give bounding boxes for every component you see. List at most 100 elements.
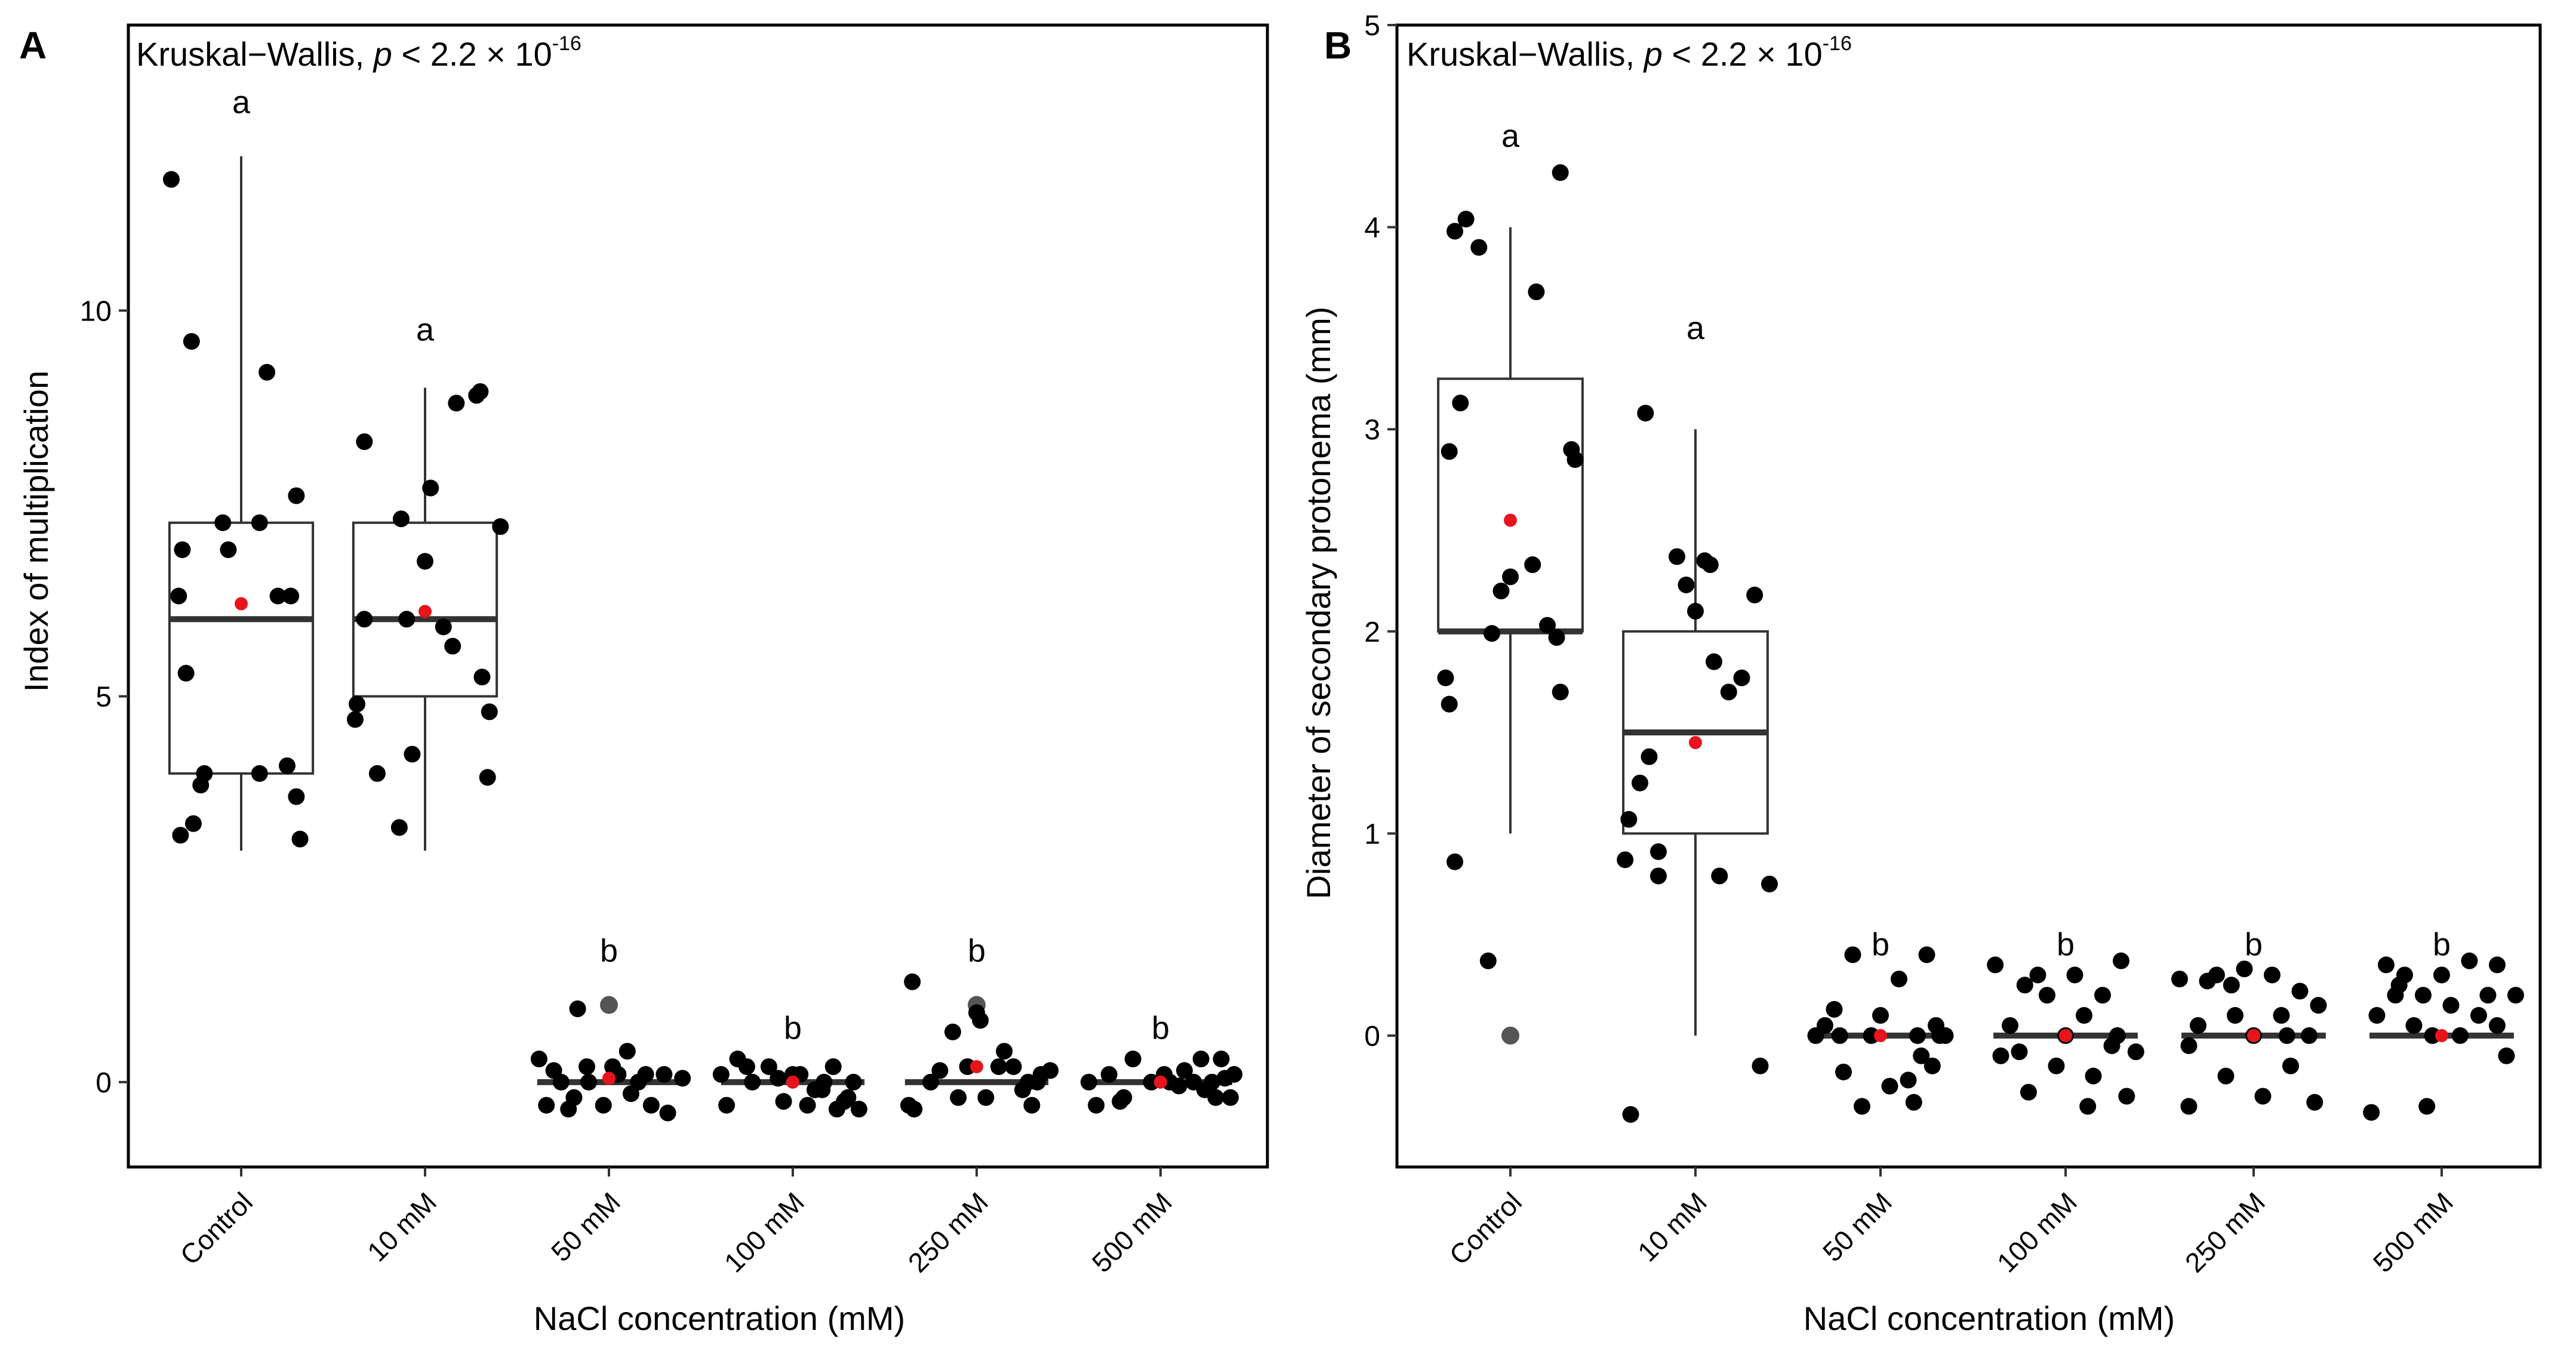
y-axis-label: Diameter of secondary protonema (mm) [1300, 307, 1337, 900]
data-point [2171, 971, 2188, 988]
significance-letter: a [232, 84, 251, 120]
significance-letter: b [2057, 927, 2075, 963]
data-point [184, 815, 202, 832]
data-point [1891, 971, 1907, 988]
data-point [2470, 1007, 2487, 1024]
x-axis-label: NaCl concentration (mM) [1803, 1300, 2175, 1337]
data-point [1212, 1051, 1230, 1068]
data-point [560, 1101, 577, 1118]
data-point [1484, 625, 1500, 642]
data-point [1678, 576, 1695, 593]
data-point [968, 1004, 985, 1021]
data-point [2273, 1007, 2290, 1024]
data-point [1617, 851, 1634, 869]
data-point [2127, 1043, 2144, 1061]
data-point [2011, 1043, 2028, 1061]
data-point [799, 1097, 816, 1114]
y-tick-label: 4 [1364, 213, 1380, 244]
y-tick-label: 10 [80, 295, 112, 327]
data-point [1650, 867, 1667, 885]
data-point [836, 1093, 853, 1110]
data-point [2301, 1027, 2318, 1044]
plot-frame [1395, 23, 2542, 1169]
mean-point [1689, 735, 1702, 749]
x-tick-label: 10 mM [1632, 1186, 1713, 1267]
data-point [1992, 1047, 2009, 1064]
data-point [2079, 1098, 2097, 1115]
data-point [1492, 583, 1510, 600]
data-point [1641, 748, 1658, 765]
data-point [1524, 556, 1541, 574]
data-point [1913, 1047, 1930, 1064]
data-point [398, 611, 416, 628]
data-point [291, 830, 309, 848]
data-point [1701, 556, 1719, 574]
data-point [814, 1081, 831, 1098]
mean-point [786, 1075, 799, 1089]
data-point [1900, 1071, 1917, 1089]
data-point [718, 1097, 735, 1114]
data-point [172, 827, 189, 844]
data-point [2461, 952, 2478, 969]
panel-b: B Kruskal−Wallis, p < 2.2 × 10-16 NaCl c… [1300, 10, 2542, 1337]
data-point [922, 1073, 939, 1091]
data-point [356, 433, 373, 450]
data-point [435, 618, 452, 636]
data-point [1029, 1073, 1046, 1091]
data-point [2020, 1083, 2037, 1101]
data-point [2498, 1047, 2515, 1064]
data-point [996, 1043, 1013, 1060]
data-point [1226, 1066, 1243, 1083]
y-axis-label: Index of multiplication [17, 371, 55, 692]
data-point [1881, 1077, 1898, 1095]
data-point [1831, 1027, 1848, 1044]
data-point [642, 1097, 660, 1114]
significance-letter: b [2433, 927, 2451, 963]
data-point [850, 1101, 867, 1118]
data-point [390, 819, 408, 836]
data-point [392, 510, 410, 528]
data-point [1687, 602, 1704, 620]
data-point [162, 171, 180, 188]
box-iqr [168, 521, 315, 775]
data-point [1207, 1089, 1224, 1106]
data-point [1447, 223, 1463, 240]
kruskal-wallis-annotation: Kruskal−Wallis, p < 2.2 × 10-16 [1407, 32, 1852, 73]
mean-point [2247, 1028, 2260, 1042]
data-point [472, 383, 489, 400]
data-point [1222, 1089, 1239, 1106]
kruskal-wallis-annotation: Kruskal−Wallis, p < 2.2 × 10-16 [136, 32, 581, 73]
data-point [1733, 669, 1750, 686]
data-point [2109, 1027, 2126, 1044]
y-tick-label: 5 [96, 682, 112, 713]
data-point [288, 788, 305, 805]
data-point [2113, 952, 2129, 969]
data-point [1441, 443, 1458, 460]
data-point [1176, 1062, 1193, 1079]
data-point [349, 695, 366, 713]
data-point [1539, 617, 1556, 634]
data-point [2418, 1098, 2436, 1115]
data-point [2190, 1017, 2206, 1034]
data-point [251, 514, 268, 531]
data-point [2002, 1017, 2018, 1034]
data-point [170, 587, 187, 605]
data-point [2489, 956, 2506, 974]
data-point [2223, 977, 2240, 994]
data-point [1080, 1073, 1097, 1091]
data-point [931, 1062, 949, 1079]
data-point [904, 973, 921, 990]
x-tick-label: Control [1443, 1186, 1528, 1271]
data-point [1088, 1097, 1105, 1114]
data-point [1620, 811, 1638, 828]
x-tick-label: 100 mM [718, 1186, 810, 1278]
significance-letter: b [784, 1010, 802, 1046]
data-point [492, 518, 509, 535]
mean-point [418, 605, 432, 618]
data-point [712, 1066, 730, 1083]
mean-point [1504, 513, 1517, 527]
significance-letter: a [416, 312, 435, 348]
data-point [2076, 1007, 2092, 1024]
data-point [1650, 843, 1667, 860]
